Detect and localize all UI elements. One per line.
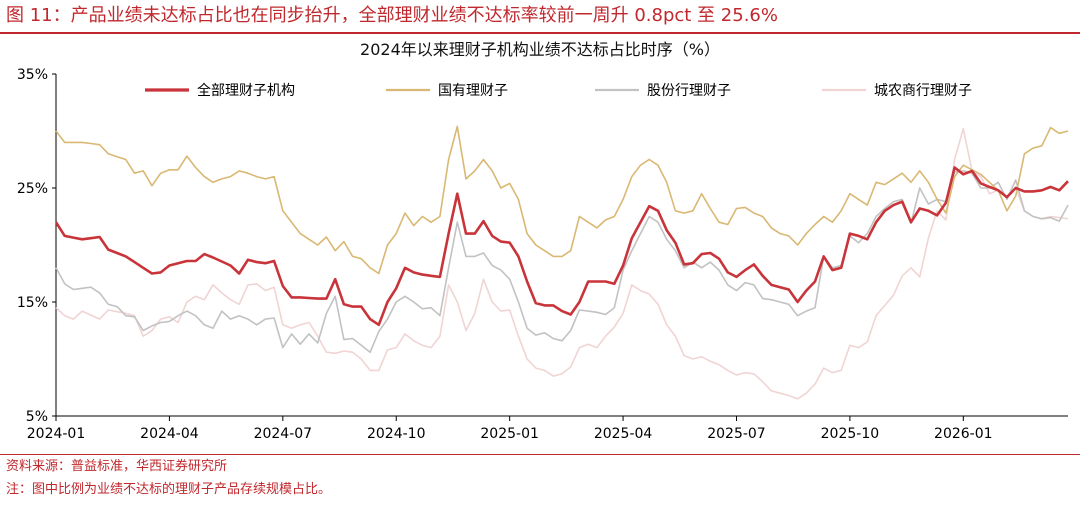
x-tick-label: 2025-04 — [594, 426, 653, 442]
figure-title: 图 11：产品业绩未达标占比也在同步抬升，全部理财业绩不达标率较前一周升 0.8… — [6, 4, 778, 28]
series-line-rural — [56, 129, 1068, 399]
y-tick-label: 35% — [17, 67, 48, 83]
line-chart: 35%25%15%5%2024-01 2024-04 2024-07 2024-10 2… — [0, 34, 1080, 454]
source-note: 资料来源：普益标准，华西证券研究所 — [6, 458, 227, 476]
legend-label-rural: 城农商行理财子 — [874, 83, 972, 99]
series-line-all — [56, 168, 1068, 325]
x-tick-label: 2026-01 — [934, 426, 993, 442]
y-tick-label: 25% — [17, 181, 48, 197]
x-tick-label: 2024-04 — [140, 426, 199, 442]
y-tick-label: 15% — [17, 295, 48, 311]
legend-label-state: 国有理财子 — [438, 83, 508, 99]
footnote: 注：图中比例为业绩不达标的理财子产品存续规模占比。 — [6, 481, 331, 499]
legend-label-all: 全部理财子机构 — [197, 82, 295, 99]
x-tick-label: 2025-07 — [707, 426, 766, 442]
x-tick-label: 2024-01 — [27, 426, 86, 442]
y-tick-label: 5% — [26, 409, 48, 425]
bottom-divider — [0, 454, 1080, 455]
x-tick-label: 2024-10 — [367, 426, 426, 442]
x-tick-label: 2025-01 — [480, 426, 539, 442]
legend-label-joint: 股份行理财子 — [647, 83, 731, 99]
x-tick-label: 2024-07 — [254, 426, 313, 442]
series-line-joint — [56, 171, 1068, 352]
x-tick-label: 2025-10 — [821, 426, 880, 442]
chart-container: 2024年以来理财子机构业绩不达标占比时序（%） 35% 25% 15% 5% 2024… — [0, 34, 1080, 454]
